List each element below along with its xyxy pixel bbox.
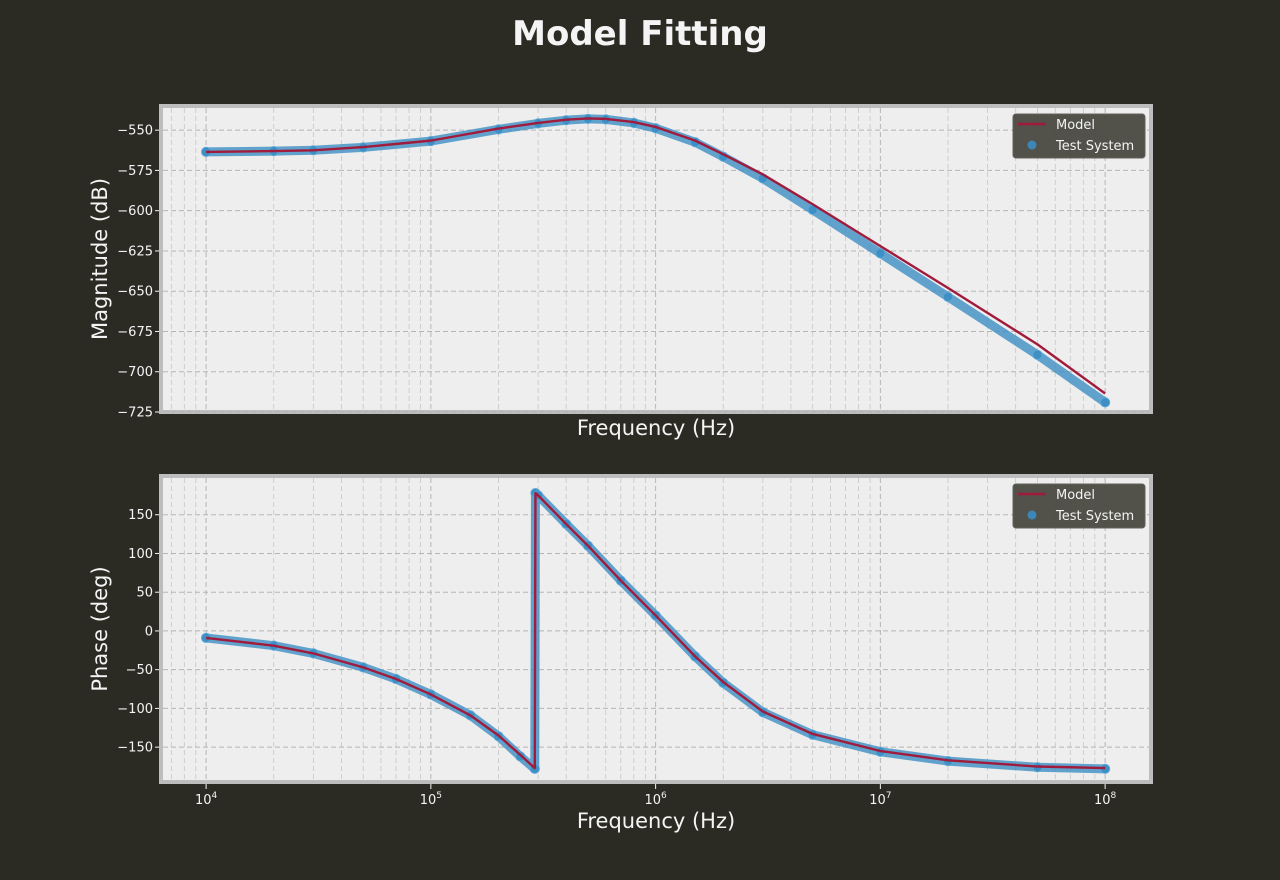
y-tick-label: −700 [117,365,153,380]
y-tick-label: 100 [128,547,153,562]
y-tick-label: 50 [136,586,153,601]
y-tick-label: −625 [117,244,153,259]
y-tick-label: −675 [117,325,153,340]
x-tick-label: 108 [1094,791,1117,808]
y-tick-label: 150 [128,508,153,523]
y-tick-label: −600 [117,204,153,219]
y-tick-label: −650 [117,285,153,300]
legend-test-swatch [1027,510,1037,520]
y-tick-label: −575 [117,164,153,179]
y-axis-label: Phase (deg) [88,566,112,691]
model-line [206,117,1106,395]
y-tick-label: 0 [145,624,153,639]
y-tick-label: −100 [117,702,153,717]
legend: Model Test System [1012,113,1146,159]
y-tick-label: −550 [117,124,153,139]
test-system-point [875,248,886,259]
grid [163,108,1149,413]
test-system-point [1032,349,1043,360]
legend-model-label: Model [1056,118,1095,133]
x-tick-label: 104 [195,791,218,808]
y-tick-label: −150 [117,741,153,756]
x-axis-label: Frequency (Hz) [577,416,735,440]
figure-title: Model Fitting [512,14,768,54]
test-system-point [942,291,954,302]
y-axis-label: Magnitude (dB) [88,178,112,340]
legend-test-label: Test System [1055,509,1134,524]
legend-test-swatch [1027,140,1037,150]
test-system-point [1100,397,1111,408]
y-tick-label: −50 [126,663,153,678]
y-tick-label: −725 [117,406,153,421]
legend-test-label: Test System [1055,139,1134,154]
grid [163,478,1149,780]
legend: Model Test System [1012,483,1146,529]
x-tick-label: 107 [869,791,891,808]
x-tick-label: 106 [644,791,667,808]
x-axis-label: Frequency (Hz) [577,809,735,833]
phase-plot: 150 100 50 0 −50 −100 −150 104 105 106 107 108 Frequ… [88,474,1153,833]
model-line [205,491,1106,770]
data-layer [200,113,1111,408]
data-layer [200,487,1111,774]
x-tick-label: 105 [420,791,442,808]
magnitude-plot: −550 −575 −600 −625 −650 −675 −700 −725 Frequenc… [88,104,1153,440]
legend-model-label: Model [1056,488,1095,503]
